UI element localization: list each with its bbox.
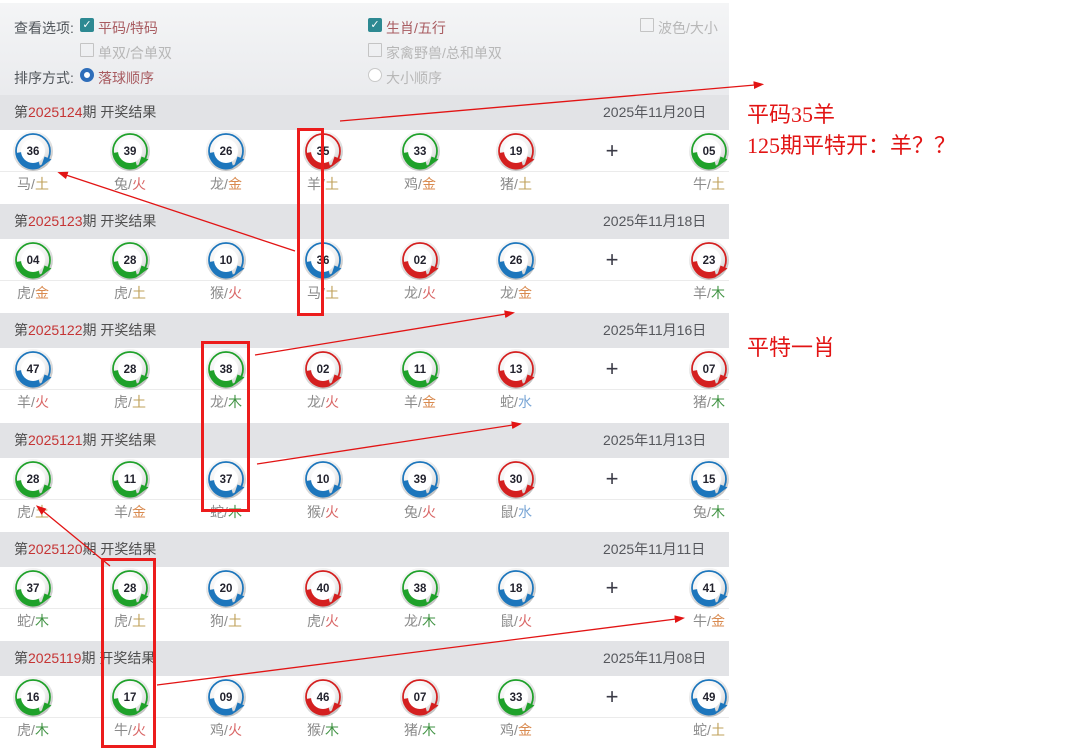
svg-text:02: 02: [317, 364, 330, 376]
svg-text:10: 10: [220, 255, 233, 267]
svg-text:28: 28: [124, 364, 137, 376]
svg-text:10: 10: [317, 474, 330, 486]
svg-text:07: 07: [414, 692, 427, 704]
svg-text:16: 16: [27, 692, 40, 704]
svg-text:36: 36: [27, 146, 40, 158]
svg-text:39: 39: [124, 146, 137, 158]
svg-text:38: 38: [414, 583, 427, 595]
svg-text:46: 46: [317, 692, 330, 704]
svg-text:05: 05: [703, 146, 716, 158]
svg-text:11: 11: [124, 474, 137, 486]
svg-text:18: 18: [510, 583, 523, 595]
svg-text:49: 49: [703, 692, 716, 704]
svg-text:47: 47: [27, 364, 40, 376]
svg-text:09: 09: [220, 692, 233, 704]
svg-text:23: 23: [703, 255, 716, 267]
svg-text:30: 30: [510, 474, 523, 486]
svg-text:33: 33: [510, 692, 523, 704]
svg-text:26: 26: [220, 146, 233, 158]
svg-text:11: 11: [414, 364, 427, 376]
svg-text:19: 19: [510, 146, 523, 158]
svg-text:37: 37: [27, 583, 40, 595]
svg-text:33: 33: [414, 146, 427, 158]
svg-text:13: 13: [510, 364, 523, 376]
svg-text:04: 04: [27, 255, 40, 267]
svg-text:28: 28: [27, 474, 40, 486]
svg-text:15: 15: [703, 474, 716, 486]
svg-text:26: 26: [510, 255, 523, 267]
svg-text:20: 20: [220, 583, 233, 595]
svg-text:41: 41: [703, 583, 716, 595]
svg-text:02: 02: [414, 255, 427, 267]
svg-text:39: 39: [414, 474, 427, 486]
svg-text:28: 28: [124, 255, 137, 267]
svg-text:07: 07: [703, 364, 716, 376]
svg-text:40: 40: [317, 583, 330, 595]
